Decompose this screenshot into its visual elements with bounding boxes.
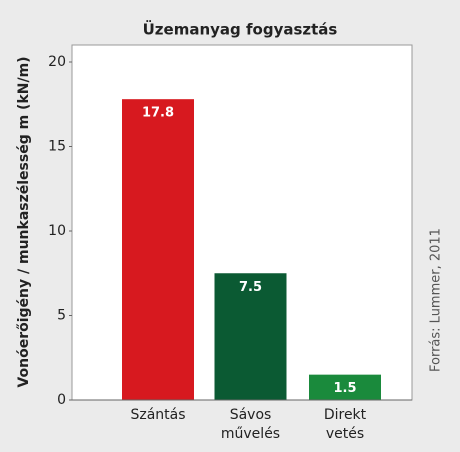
bar xyxy=(309,374,381,400)
x-tick-label: Sávos művelés xyxy=(220,407,281,442)
y-tick-label: 15 xyxy=(48,139,66,155)
value-label: 1.5 xyxy=(333,381,356,396)
value-label: 7.5 xyxy=(239,280,262,295)
chart-title: Üzemanyag fogyasztás xyxy=(143,20,338,39)
x-tick-label: Szántás xyxy=(130,407,186,423)
source-note: Forrás: Lummer, 2011 xyxy=(429,228,444,372)
y-tick-label: 0 xyxy=(57,392,66,408)
bar xyxy=(122,99,194,401)
y-tick-label: 20 xyxy=(48,54,66,70)
y-tick-label: 5 xyxy=(57,308,66,324)
value-label: 17.8 xyxy=(142,106,174,121)
y-axis-label: Vonóerőigény / munkaszélesség m (kN/m) xyxy=(16,56,32,387)
x-tick-label: Direkt vetés xyxy=(323,407,367,442)
bar xyxy=(214,273,287,400)
y-tick-label: 10 xyxy=(48,223,66,239)
